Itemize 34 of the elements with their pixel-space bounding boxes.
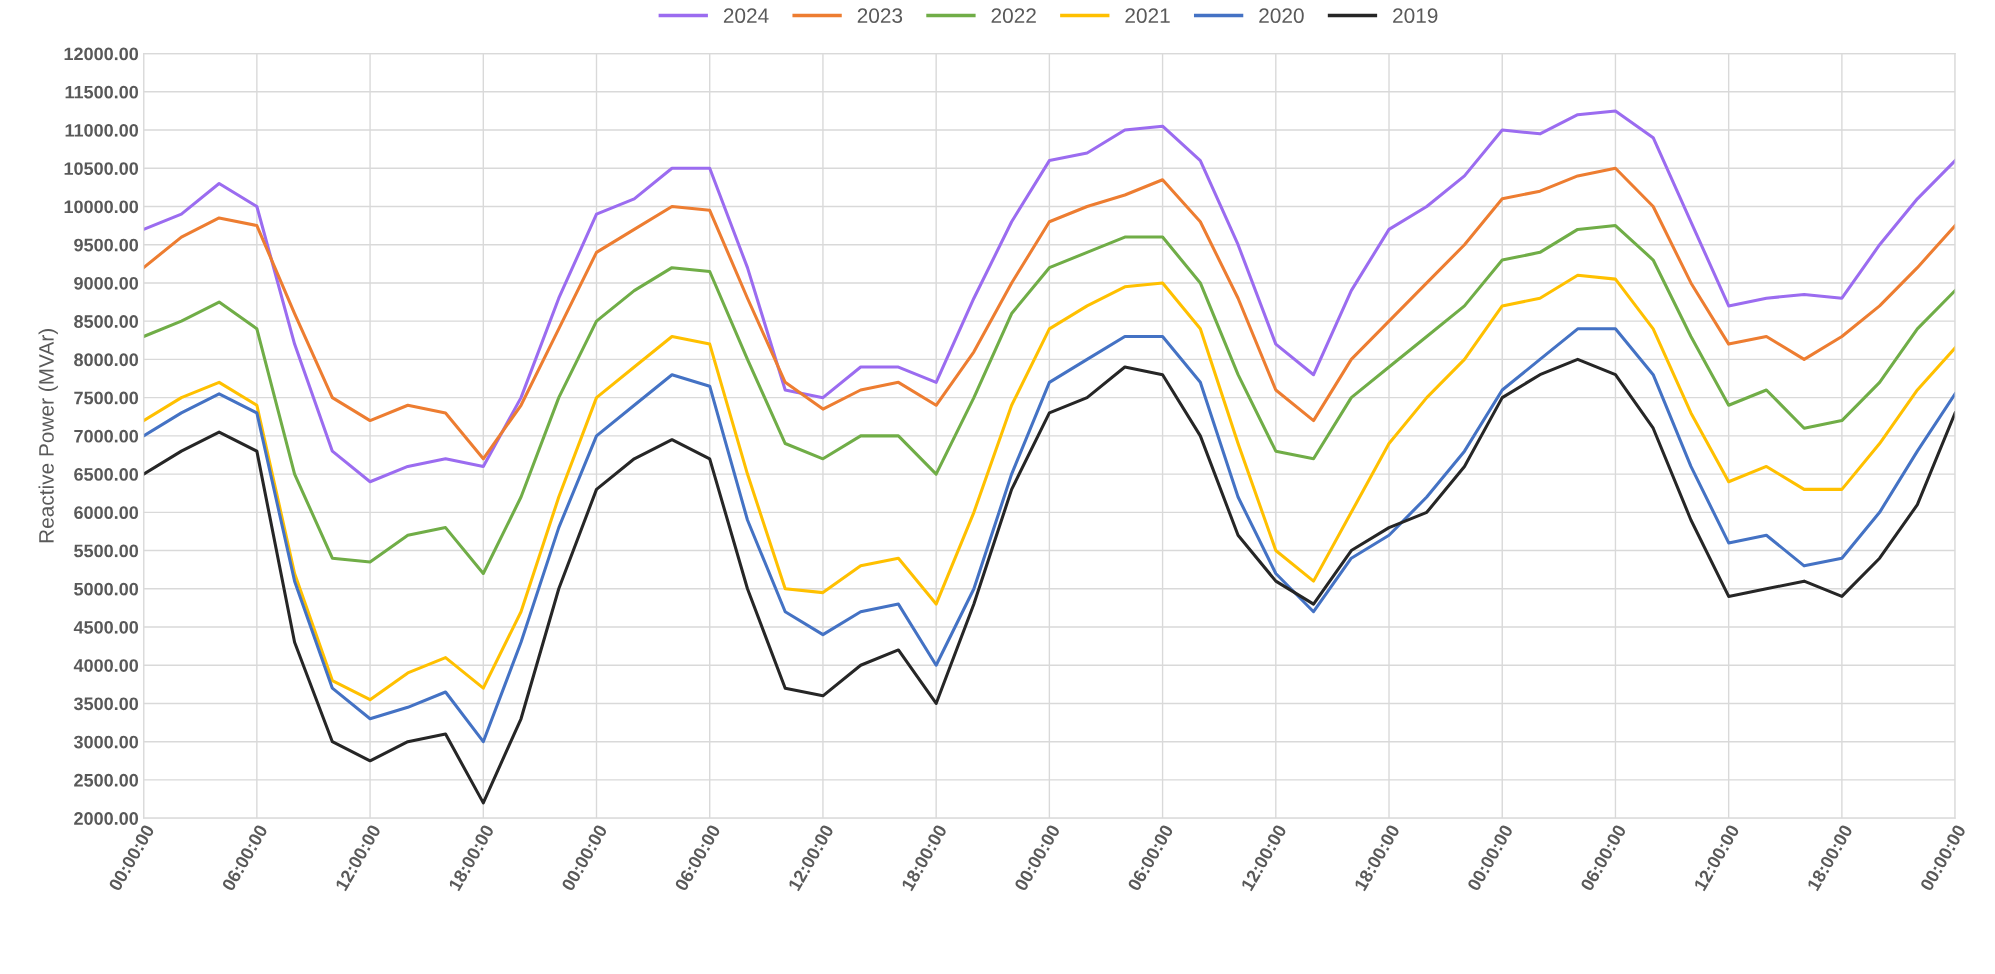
legend-label: 2024 [723,8,769,24]
y-tick-label: 8000.00 [74,353,139,367]
y-tick-label: 4000.00 [73,659,139,672]
y-tick-label: 9000.00 [74,276,139,290]
line-series [143,109,1956,484]
y-tick-label: 10500.00 [64,162,139,175]
y-axis-title: Reactive Power (MVAr) [38,329,58,543]
y-tick-label: 11500.00 [65,85,139,99]
line-series [143,273,1956,702]
y-tick-label: 10000.00 [64,200,139,214]
y-tick-label: 7000.00 [74,429,139,443]
legend-label: 2019 [1393,8,1438,24]
line-series [143,327,1956,744]
y-tick-label: 4500.00 [73,620,139,634]
legend-label: 2021 [1125,8,1170,24]
y-tick-label: 7500.00 [74,391,139,405]
line-series [143,357,1956,805]
y-tick-label: 2500.00 [74,773,139,787]
y-tick-label: 3000.00 [73,735,139,749]
line-series [143,224,1956,576]
legend-label: 2020 [1259,8,1304,24]
line-series [143,166,1956,461]
y-tick-label: 12000.00 [64,47,139,61]
y-tick-label: 6000.00 [74,506,139,520]
y-tick-label: 8500.00 [74,315,139,328]
y-tick-label: 5500.00 [74,544,139,558]
y-tick-label: 11000.00 [65,123,139,137]
y-tick-label: 3500.00 [73,697,139,711]
y-tick-label: 5000.00 [74,582,139,596]
legend-label: 2022 [991,8,1036,24]
y-tick-label: 2000.00 [74,812,139,825]
y-tick-label: 9500.00 [74,238,139,252]
legend-label: 2023 [857,8,903,24]
y-tick-label: 6500.00 [74,468,139,481]
